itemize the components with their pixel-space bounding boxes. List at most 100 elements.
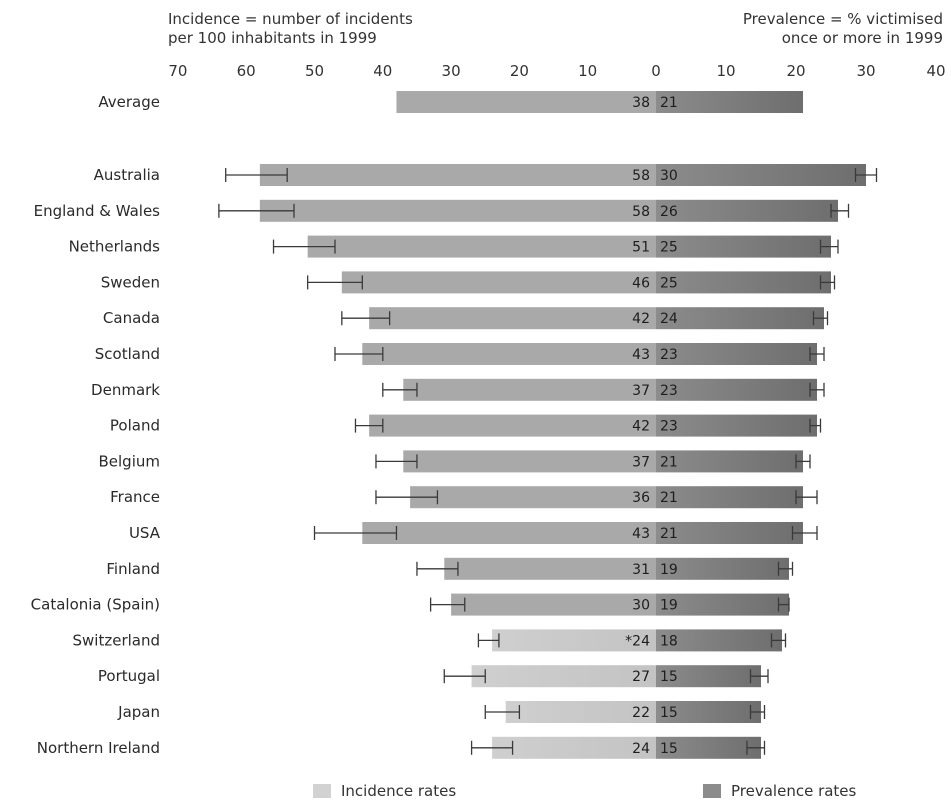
incidence-value-label: 51 bbox=[632, 240, 650, 256]
incidence-bar bbox=[396, 91, 656, 113]
incidence-tick-label: 50 bbox=[305, 62, 324, 80]
incidence-value-label: 58 bbox=[632, 204, 650, 220]
incidence-bar bbox=[505, 701, 656, 723]
prevalence-value-label: 21 bbox=[660, 95, 678, 111]
country-label: Sweden bbox=[101, 273, 160, 291]
country-label: Netherlands bbox=[69, 238, 161, 256]
incidence-tick-label: 20 bbox=[510, 62, 529, 80]
incidence-value-label: 58 bbox=[632, 168, 650, 184]
prevalence-value-label: 21 bbox=[660, 454, 678, 470]
country-label: Catalonia (Spain) bbox=[31, 596, 160, 614]
incidence-bar bbox=[403, 378, 656, 401]
country-label: Australia bbox=[94, 166, 160, 184]
legend-incidence-swatch bbox=[313, 784, 331, 798]
country-label: Japan bbox=[117, 703, 160, 721]
prevalence-tick-label: 20 bbox=[786, 62, 805, 80]
prevalence-value-label: 21 bbox=[660, 490, 678, 506]
prevalence-value-label: 25 bbox=[660, 275, 678, 291]
country-label: Portugal bbox=[98, 667, 160, 685]
prevalence-bar bbox=[656, 593, 789, 616]
country-label: Poland bbox=[110, 417, 160, 435]
legend-prevalence: Prevalence rates bbox=[703, 782, 856, 800]
legend-incidence-label: Incidence rates bbox=[341, 782, 457, 800]
country-label: Scotland bbox=[95, 345, 160, 363]
incidence-value-label: 24 bbox=[632, 741, 650, 757]
incidence-bar bbox=[362, 522, 656, 544]
axis-ticks: 70 60 50 40 30 20 10 0 10 20 30 40 bbox=[168, 62, 945, 80]
incidence-bar bbox=[259, 199, 656, 222]
incidence-bar bbox=[362, 343, 656, 365]
prevalence-tick-label: 40 bbox=[926, 62, 945, 80]
prevalence-bar bbox=[656, 629, 782, 652]
incidence-title-line2: per 100 inhabitants in 1999 bbox=[168, 29, 377, 47]
prevalence-value-label: 18 bbox=[660, 633, 678, 649]
incidence-tick-label: 0 bbox=[651, 62, 661, 80]
incidence-tick-label: 30 bbox=[442, 62, 461, 80]
country-label: Average bbox=[98, 93, 160, 111]
prevalence-value-label: 19 bbox=[660, 562, 678, 578]
incidence-value-label: 38 bbox=[632, 95, 650, 111]
prevalence-value-label: 15 bbox=[660, 669, 678, 685]
prevalence-title-line2: once or more in 1999 bbox=[781, 29, 943, 47]
prevalence-value-label: 25 bbox=[660, 240, 678, 256]
incidence-bar bbox=[259, 164, 656, 186]
country-label: France bbox=[110, 488, 160, 506]
prevalence-bar bbox=[656, 701, 761, 723]
prevalence-value-label: 19 bbox=[660, 598, 678, 614]
country-label: USA bbox=[129, 524, 161, 542]
prevalence-bar bbox=[656, 235, 831, 258]
incidence-value-label: 42 bbox=[632, 419, 650, 435]
prevalence-bar bbox=[656, 199, 838, 222]
prevalence-tick-label: 10 bbox=[716, 62, 735, 80]
legend-prevalence-swatch bbox=[703, 784, 721, 798]
incidence-value-label: 46 bbox=[632, 275, 650, 291]
country-label: Finland bbox=[106, 560, 160, 578]
incidence-value-label: 37 bbox=[632, 383, 650, 399]
incidence-value-label: 30 bbox=[632, 598, 650, 614]
prevalence-bar bbox=[656, 378, 817, 401]
incidence-tick-label: 70 bbox=[168, 62, 187, 80]
incidence-value-label: 43 bbox=[632, 526, 650, 542]
incidence-value-label: 42 bbox=[632, 311, 650, 327]
prevalence-bar bbox=[656, 307, 824, 330]
prevalence-value-label: 30 bbox=[660, 168, 678, 184]
prevalence-bar bbox=[656, 557, 789, 580]
incidence-bar bbox=[451, 593, 656, 616]
incidence-value-label: 31 bbox=[632, 562, 650, 578]
bars: Average 38 21 Australia 58 30 England & Wales 5… bbox=[31, 91, 878, 759]
prevalence-value-label: 23 bbox=[660, 419, 678, 435]
incidence-value-label: 27 bbox=[632, 669, 650, 685]
legend-incidence: Incidence rates bbox=[313, 782, 456, 800]
incidence-value-label: 37 bbox=[632, 454, 650, 470]
incidence-bar bbox=[444, 557, 656, 580]
country-label: Denmark bbox=[91, 381, 160, 399]
prevalence-value-label: 15 bbox=[660, 705, 678, 721]
prevalence-bar bbox=[656, 486, 803, 509]
incidence-bar bbox=[403, 450, 656, 473]
incidence-bar bbox=[307, 235, 656, 258]
prevalence-value-label: 21 bbox=[660, 526, 678, 542]
incidence-bar bbox=[492, 736, 656, 759]
legend-prevalence-label: Prevalence rates bbox=[731, 782, 857, 800]
prevalence-value-label: 26 bbox=[660, 204, 678, 220]
prevalence-value-label: 23 bbox=[660, 383, 678, 399]
prevalence-bar bbox=[656, 736, 761, 759]
incidence-bar bbox=[341, 271, 656, 294]
incidence-title-line1: Incidence = number of incidents bbox=[168, 10, 413, 28]
incidence-axis-title: Incidence = number of incidents per 100 … bbox=[168, 10, 488, 48]
country-label: Canada bbox=[103, 309, 160, 327]
prevalence-bar bbox=[656, 522, 803, 544]
incidence-tick-label: 10 bbox=[578, 62, 597, 80]
incidence-tick-label: 60 bbox=[237, 62, 256, 80]
prevalence-tick-label: 30 bbox=[856, 62, 875, 80]
incidence-bar bbox=[410, 486, 656, 509]
country-label: England & Wales bbox=[34, 202, 161, 220]
country-label: Switzerland bbox=[73, 631, 161, 649]
prevalence-bar bbox=[656, 665, 761, 688]
incidence-bar bbox=[369, 307, 656, 330]
incidence-value-label: *24 bbox=[625, 633, 650, 649]
prevalence-bar bbox=[656, 91, 803, 113]
incidence-bar bbox=[492, 629, 656, 652]
incidence-value-label: 43 bbox=[632, 347, 650, 363]
